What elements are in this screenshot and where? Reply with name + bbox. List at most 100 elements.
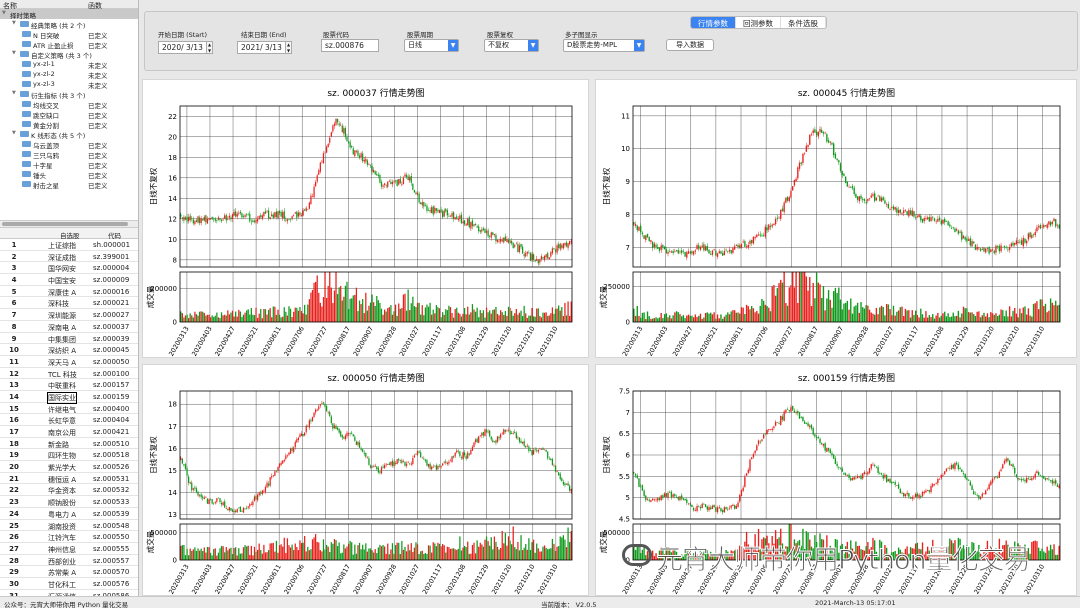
table-row[interactable]: 23 顺钠股份 sz.000533 xyxy=(0,496,138,508)
table-row[interactable]: 18 新金路 sz.000510 xyxy=(0,438,138,450)
volume-bar xyxy=(862,307,864,322)
candle-body xyxy=(713,504,715,508)
table-row[interactable]: 12 TCL 科技 sz.000100 xyxy=(0,368,138,380)
volume-bar xyxy=(460,550,463,560)
adjust-select[interactable]: 不复权 ▼ xyxy=(484,39,539,52)
volume-bar xyxy=(288,306,290,322)
tree-item[interactable]: N 日突破 已定义 xyxy=(0,29,138,40)
candle-body xyxy=(744,476,746,487)
tree-header-func[interactable]: 函数 xyxy=(88,2,102,10)
tree-item[interactable]: ▼ 自定义策略 (共 3 个) xyxy=(0,49,138,60)
volume-bar xyxy=(653,555,656,560)
candle-body xyxy=(762,235,765,236)
tree-item[interactable]: ▼ K 线形态 (共 5 个) xyxy=(0,129,138,140)
table-row[interactable]: 15 许继电气 sz.000400 xyxy=(0,403,138,415)
disclosure-icon[interactable]: ▼ xyxy=(12,50,16,56)
tree-item[interactable]: 乌云盖顶 已定义 xyxy=(0,139,138,150)
volume-bar xyxy=(641,549,644,560)
table-row[interactable]: 13 中联重科 sz.000157 xyxy=(0,379,138,391)
table-row[interactable]: 31汇源通信sz.000586 xyxy=(0,590,138,596)
tab-0[interactable]: 行情参数 xyxy=(691,17,736,28)
scrollbar-thumb[interactable] xyxy=(2,222,128,226)
tree-item[interactable]: 跳空缺口 已定义 xyxy=(0,109,138,120)
end-date-stepper[interactable]: ▲ ▼ xyxy=(285,41,292,54)
tab-1[interactable]: 回测参数 xyxy=(736,17,781,28)
watchlist-header-code[interactable]: 代码 xyxy=(108,232,121,240)
tree-item[interactable]: 锤头 已定义 xyxy=(0,169,138,180)
tree-item[interactable]: ▼ 择时策略 xyxy=(0,9,138,20)
tree-item[interactable]: 黄金分割 已定义 xyxy=(0,119,138,130)
candle-body xyxy=(991,249,994,251)
tree-item[interactable]: yx-zl-3 未定义 xyxy=(0,79,138,90)
stock-name: 深纺织 A xyxy=(48,347,77,356)
folder-icon xyxy=(22,101,31,107)
volume-bar xyxy=(802,528,804,560)
table-row[interactable]: 27 神州信息 sz.000555 xyxy=(0,543,138,555)
strategy-tree[interactable]: ▼ 择时策略 ▼ 经典策略 (共 2 个) N 日突破 已定义 ATR 止盈止损 已定义 ▼ 自定… xyxy=(0,9,138,190)
start-date-field[interactable]: 2020/ 3/13 ▲ ▼ xyxy=(158,41,213,54)
tree-header-name[interactable]: 名称 xyxy=(3,2,17,10)
import-data-button[interactable]: 导入数据 xyxy=(666,39,714,51)
table-row[interactable]: 20 紫光学大 sz.000526 xyxy=(0,461,138,473)
disclosure-icon[interactable]: ▼ xyxy=(2,10,6,16)
candle-body xyxy=(655,244,657,247)
table-row[interactable]: 3 国华网安 sz.000004 xyxy=(0,262,138,275)
tree-item[interactable]: 十字星 已定义 xyxy=(0,159,138,170)
volume-bar xyxy=(561,307,563,322)
x-tick-label: 20200611 xyxy=(721,325,744,358)
candle-body xyxy=(1049,222,1052,226)
volume-bar xyxy=(650,318,652,322)
tree-item[interactable]: yx-zl-1 未定义 xyxy=(0,59,138,70)
table-row[interactable]: 30 甘化科工 sz.000576 xyxy=(0,578,138,590)
candle-body xyxy=(459,215,461,219)
disclosure-icon[interactable]: ▼ xyxy=(12,130,16,136)
table-row[interactable]: 4 中国宝安 sz.000009 xyxy=(0,274,138,286)
start-date-stepper[interactable]: ▲ ▼ xyxy=(206,41,213,54)
tree-item[interactable]: 均线交叉 已定义 xyxy=(0,99,138,110)
volume-bar xyxy=(727,551,729,560)
table-row[interactable]: 16 长虹华意 sz.000404 xyxy=(0,414,138,426)
table-row[interactable]: 17 南京公用 sz.000421 xyxy=(0,426,138,438)
candle-body xyxy=(318,406,320,410)
candle-body xyxy=(377,467,379,473)
table-row[interactable]: 14 国际实业 sz.000159 xyxy=(0,391,138,404)
tree-item[interactable]: yx-zl-2 未定义 xyxy=(0,69,138,80)
tree-item[interactable]: 射击之星 已定义 xyxy=(0,179,138,190)
table-row[interactable]: 22 华金资本 sz.000532 xyxy=(0,484,138,497)
table-row[interactable]: 2 深证成指 sz.399001 xyxy=(0,251,138,263)
tab-2[interactable]: 条件选股 xyxy=(781,17,826,28)
candle-body xyxy=(692,251,695,255)
tree-item[interactable]: ATR 止盈止损 已定义 xyxy=(0,39,138,50)
table-row[interactable]: 28 西部创业 sz.000557 xyxy=(0,555,138,567)
disclosure-icon[interactable]: ▼ xyxy=(12,20,16,26)
candle-body xyxy=(315,182,317,187)
tree-item[interactable]: ▼ 衍生指标 (共 3 个) xyxy=(0,89,138,100)
watchlist-header-name[interactable]: 自选股 xyxy=(60,232,80,240)
candle-body xyxy=(487,230,489,237)
stock-code-input[interactable]: sz.000876 xyxy=(321,39,379,52)
tree-item[interactable]: ▼ 经典策略 (共 2 个) xyxy=(0,19,138,30)
tree-item[interactable]: 三只乌鸦 已定义 xyxy=(0,149,138,160)
multi-plot-select[interactable]: D股票走势-MPL ▼ xyxy=(563,39,645,52)
table-row[interactable]: 26 江铃汽车 sz.000550 xyxy=(0,531,138,543)
pane-scrollbar[interactable] xyxy=(0,220,138,228)
table-row[interactable]: 19 四环生物 sz.000518 xyxy=(0,449,138,462)
table-row[interactable]: 6 深科技 sz.000021 xyxy=(0,297,138,310)
table-row[interactable]: 9 中集集团 sz.000039 xyxy=(0,333,138,345)
table-row[interactable]: 25 湖南投资 sz.000548 xyxy=(0,520,138,532)
table-row[interactable]: 1 上证综指 sh.000001 xyxy=(0,239,138,251)
volume-bar xyxy=(853,551,855,560)
volume-bar xyxy=(906,546,908,560)
disclosure-icon[interactable]: ▼ xyxy=(12,90,16,96)
table-row[interactable]: 7 深圳能源 sz.000027 xyxy=(0,309,138,321)
period-select[interactable]: 日线 ▼ xyxy=(404,39,459,52)
candle-body xyxy=(894,207,896,210)
end-date-field[interactable]: 2021/ 3/13 ▲ ▼ xyxy=(237,41,292,54)
